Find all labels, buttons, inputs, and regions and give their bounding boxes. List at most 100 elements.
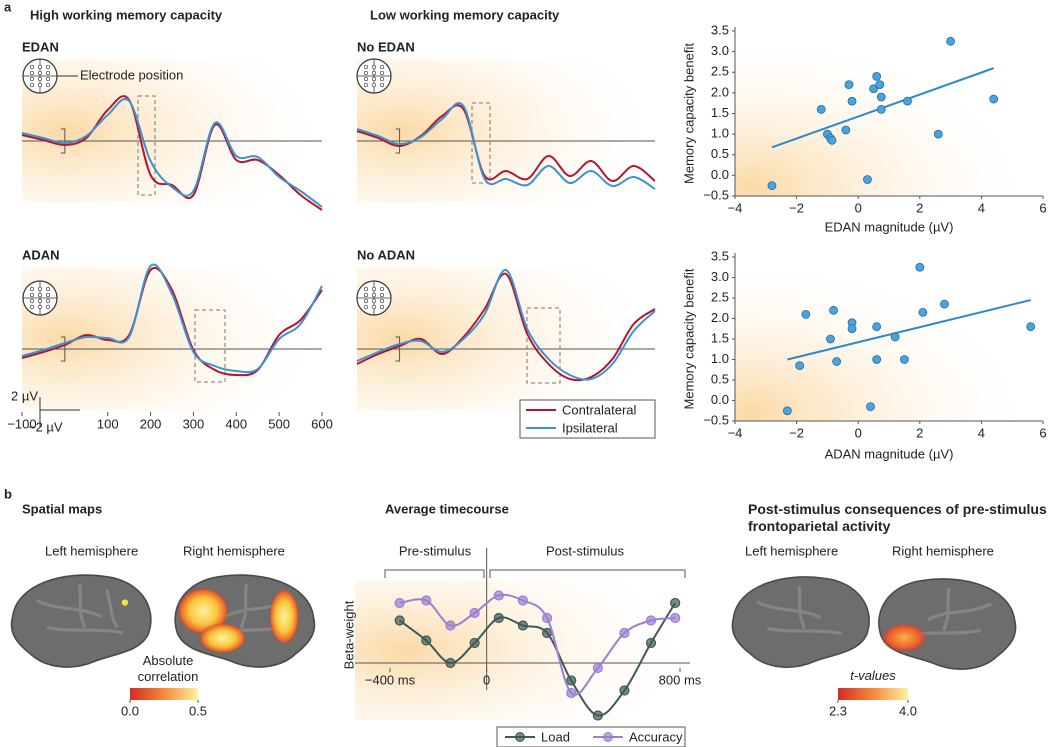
- data-point: [876, 104, 886, 114]
- electrode: [45, 70, 51, 76]
- electrode: [29, 304, 35, 310]
- panel-label: b: [4, 486, 12, 501]
- data-point: [847, 324, 857, 334]
- electrode: [363, 64, 369, 70]
- data-point: [915, 262, 925, 272]
- electrode: [363, 70, 369, 76]
- electrode: [371, 304, 377, 310]
- brain-left: [731, 576, 870, 668]
- y-tick-label: −0.5: [703, 187, 729, 202]
- x-tick-label: 500: [268, 416, 290, 431]
- data-point: [445, 620, 456, 631]
- data-point: [989, 94, 999, 104]
- plot-background: [735, 31, 1043, 196]
- x-tick-label: −4: [728, 425, 743, 440]
- data-point: [619, 685, 630, 696]
- hemisphere-label: Left hemisphere: [45, 543, 138, 558]
- condition-label: EDAN: [22, 39, 59, 54]
- x-tick-label: −2: [789, 425, 804, 440]
- data-point: [816, 104, 826, 114]
- x-tick-label: 4: [978, 200, 985, 215]
- data-point: [869, 84, 878, 94]
- electrode: [371, 292, 377, 298]
- panel-title: High working memory capacity: [30, 7, 223, 22]
- y-tick-label: 0.0: [711, 167, 729, 182]
- baseline-bracket: [395, 128, 401, 154]
- electrode: [379, 298, 385, 304]
- electrode: [37, 82, 43, 88]
- hemisphere-label: Right hemisphere: [892, 543, 994, 558]
- trend-line: [787, 299, 1031, 361]
- electrode: [29, 70, 35, 76]
- annotation: Electrode position: [80, 67, 183, 82]
- data-point: [832, 357, 842, 366]
- legend-box: [519, 399, 656, 439]
- y-axis-label: Beta-weight: [341, 600, 356, 669]
- electrode: [29, 82, 35, 88]
- hemisphere-label: Left hemisphere: [745, 543, 838, 558]
- y-tick-label: 2.5: [711, 289, 729, 304]
- x-tick-label: −4: [728, 200, 743, 215]
- data-point: [1026, 322, 1036, 332]
- colorbar: [130, 688, 198, 700]
- colorbar-title: t-values: [850, 668, 896, 683]
- x-tick-label: 200: [140, 416, 162, 431]
- electrode: [371, 82, 377, 88]
- data-point: [900, 355, 909, 364]
- data-point: [863, 175, 872, 184]
- line-series: [356, 269, 656, 381]
- scale-label: 2 µV: [11, 388, 38, 403]
- x-tick-label: −400 ms: [365, 672, 416, 687]
- y-tick-label: −0.5: [703, 412, 729, 427]
- plot-background: [357, 267, 655, 411]
- panel-title: Spatial maps: [22, 501, 102, 516]
- data-point: [670, 597, 681, 609]
- data-point: [829, 305, 838, 315]
- x-tick-label: −2: [789, 200, 804, 215]
- data-point: [875, 80, 885, 90]
- data-point: [592, 662, 603, 674]
- brain-right: [878, 578, 1017, 670]
- colorbar-tick-label: 0.0: [121, 703, 139, 718]
- data-point: [918, 307, 928, 317]
- data-point: [566, 675, 577, 686]
- electrode: [45, 82, 51, 88]
- legend-marker: [603, 732, 613, 742]
- y-tick-label: 0.0: [711, 392, 729, 407]
- data-point: [841, 125, 851, 135]
- data-point: [541, 612, 553, 624]
- panel-label: a: [4, 0, 12, 14]
- y-tick-label: 2.0: [711, 310, 729, 325]
- electrode: [45, 286, 51, 292]
- electrode: [45, 76, 51, 82]
- electrode: [379, 286, 385, 292]
- panel-title: Post-stimulus consequences of pre-stimul…: [748, 501, 1047, 534]
- brain-right: [174, 574, 316, 668]
- y-tick-label: 1.5: [711, 105, 729, 120]
- electrode: [37, 298, 43, 304]
- data-point: [493, 590, 504, 601]
- activation: [880, 622, 928, 653]
- y-tick-label: 0.5: [711, 371, 729, 386]
- electrode: [363, 286, 369, 292]
- colorbar-tick-label: 2.3: [829, 703, 847, 718]
- data-point: [844, 80, 854, 90]
- baseline-bracket: [60, 336, 66, 362]
- electrode: [371, 76, 377, 82]
- data-point: [469, 637, 480, 649]
- data-point: [903, 96, 912, 106]
- data-point: [872, 355, 882, 364]
- electrode: [37, 292, 43, 298]
- data-point: [801, 309, 811, 319]
- panel-title: Low working memory capacity: [370, 7, 560, 22]
- electrode-icon: [356, 280, 392, 316]
- data-point: [795, 361, 805, 371]
- electrode: [379, 70, 385, 76]
- x-tick-label: 6: [1039, 425, 1046, 440]
- bracket: [489, 569, 686, 578]
- data-point: [876, 92, 886, 102]
- baseline-bracket: [60, 128, 66, 154]
- legend-box: [496, 726, 686, 747]
- x-tick-label: 0: [483, 672, 490, 687]
- sulci: [756, 585, 842, 636]
